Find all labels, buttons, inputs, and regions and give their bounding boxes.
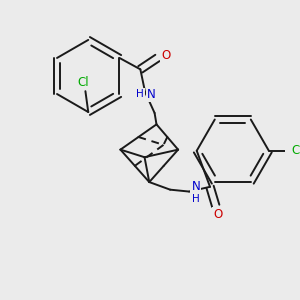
Text: H: H — [192, 194, 200, 204]
Text: O: O — [161, 49, 171, 62]
Text: Cl: Cl — [292, 144, 300, 157]
Text: Cl: Cl — [78, 76, 89, 89]
Text: N: N — [191, 180, 200, 193]
Text: H: H — [136, 89, 144, 99]
Text: O: O — [213, 208, 222, 221]
Text: N: N — [147, 88, 156, 100]
